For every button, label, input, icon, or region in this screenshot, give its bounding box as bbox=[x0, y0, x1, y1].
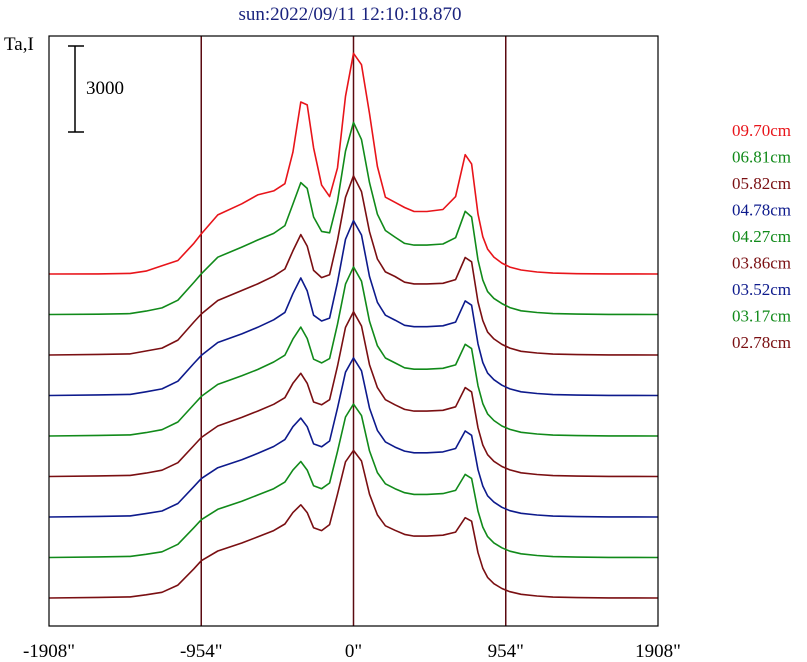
scale-bar-label: 3000 bbox=[86, 78, 124, 99]
plot-frame bbox=[48, 35, 659, 627]
series-curves bbox=[48, 52, 659, 599]
x-tick-label: 0" bbox=[345, 641, 362, 662]
series-line-06.81cm bbox=[48, 121, 659, 316]
legend-item: 03.52cm bbox=[732, 280, 791, 299]
series-line-03.17cm bbox=[48, 403, 659, 559]
series-line-02.78cm bbox=[48, 449, 659, 599]
legend-item: 05.82cm bbox=[732, 174, 791, 193]
legend-item: 06.81cm bbox=[732, 148, 791, 167]
vertical-markers bbox=[200, 36, 507, 626]
chart-title: sun:2022/09/11 12:10:18.870 bbox=[238, 4, 461, 25]
x-tick-label: 1908" bbox=[635, 641, 681, 662]
legend-item: 09.70cm bbox=[732, 121, 791, 140]
x-tick-label: -954" bbox=[180, 641, 223, 662]
series-line-09.70cm bbox=[48, 52, 659, 275]
series-line-05.82cm bbox=[48, 175, 659, 356]
series-line-03.52cm bbox=[48, 357, 659, 518]
x-tick-labels: -1908" -954" 0" 954" 1908" bbox=[23, 641, 681, 662]
legend-item: 04.78cm bbox=[732, 201, 791, 220]
series-line-04.27cm bbox=[48, 266, 659, 437]
legend: 09.70cm 06.81cm 05.82cm 04.78cm 04.27cm 03.86… bbox=[732, 121, 791, 352]
x-tick-label: -1908" bbox=[23, 641, 75, 662]
legend-item: 03.17cm bbox=[732, 307, 791, 326]
series-line-03.86cm bbox=[48, 310, 659, 478]
scale-bar: 3000 bbox=[68, 45, 124, 133]
series-line-04.78cm bbox=[48, 219, 659, 397]
legend-item: 04.27cm bbox=[732, 227, 791, 246]
legend-item: 02.78cm bbox=[732, 333, 791, 352]
y-axis-label: Ta,I bbox=[4, 34, 34, 55]
x-tick-label: 954" bbox=[488, 641, 524, 662]
legend-item: 03.86cm bbox=[732, 254, 791, 273]
